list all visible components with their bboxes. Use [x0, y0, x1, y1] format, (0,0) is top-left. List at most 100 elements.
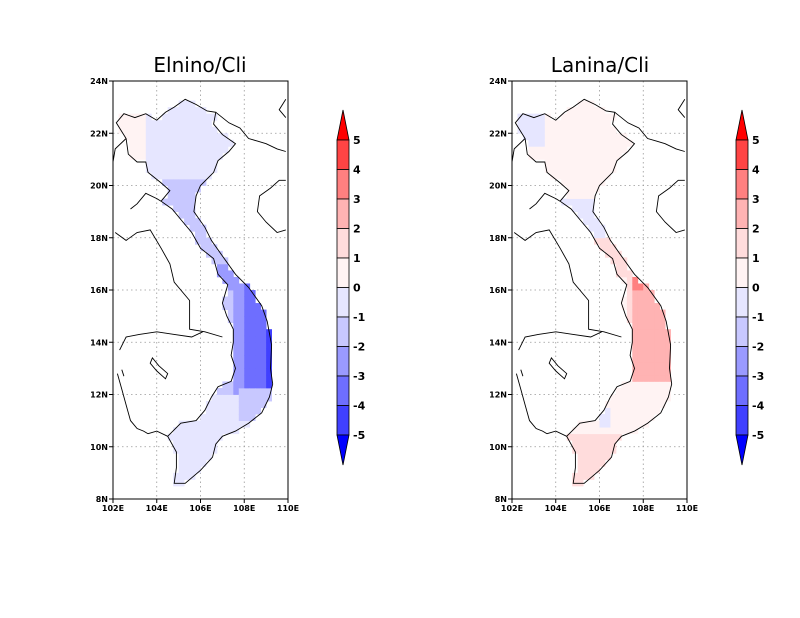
y-tick-label: 24N	[90, 77, 108, 86]
field-cell	[604, 440, 611, 448]
field-cell	[572, 159, 579, 167]
field-cell	[654, 348, 661, 356]
field-cell	[643, 407, 650, 415]
field-cell	[621, 414, 628, 422]
field-cell	[555, 146, 562, 154]
field-cell	[145, 165, 152, 173]
field-cell	[615, 139, 622, 147]
field-cell	[533, 126, 540, 134]
colorbar-label: 2	[752, 223, 760, 236]
field-cell	[260, 335, 267, 343]
map-panel-elnino: Elnino/Cli 102E 104E 106E 108E 110E 24N 22N 20…	[90, 53, 299, 513]
field-cell	[643, 329, 650, 337]
field-cell	[626, 427, 633, 435]
field-cell	[610, 159, 617, 167]
field-cell	[599, 237, 606, 245]
field-cell	[238, 296, 245, 304]
field-cell	[610, 433, 617, 441]
field-cell	[222, 270, 229, 278]
field-cell	[637, 355, 644, 363]
border-line	[278, 99, 287, 118]
field-cell	[211, 244, 218, 252]
field-cell	[205, 453, 212, 461]
field-cell	[632, 322, 639, 330]
field-cell	[195, 453, 201, 461]
field-cell	[249, 348, 256, 356]
colorbar-min-arrow	[735, 434, 749, 466]
field-cell	[189, 185, 196, 193]
field-cell	[233, 394, 240, 402]
field-cell	[244, 348, 251, 356]
field-cell	[238, 414, 245, 422]
field-cell	[145, 152, 152, 160]
field-cell	[637, 348, 644, 356]
field-cell	[260, 401, 267, 408]
field-cell	[643, 355, 650, 363]
field-cell	[555, 165, 562, 173]
field-cell	[572, 198, 579, 206]
field-cell	[550, 146, 557, 154]
field-cell	[643, 381, 650, 389]
coastline-borders	[113, 98, 287, 484]
field-cell	[566, 107, 573, 115]
field-cell	[156, 152, 163, 160]
field-cell	[533, 120, 540, 128]
field-cell	[200, 146, 207, 154]
field-cell	[162, 120, 169, 128]
field-cell	[227, 139, 234, 147]
field-cell	[539, 113, 546, 121]
field-cell	[238, 381, 245, 389]
field-cell	[659, 387, 666, 395]
field-cell	[583, 420, 589, 428]
field-cell	[577, 198, 584, 206]
colorbar-label: -4	[752, 400, 765, 413]
field-cell	[244, 407, 251, 415]
field-cell	[227, 290, 234, 297]
field-cell	[255, 342, 262, 350]
field-cell	[244, 387, 251, 395]
field-cell	[594, 185, 600, 193]
field-cell	[178, 152, 185, 160]
field-cell	[654, 381, 661, 389]
field-cell	[184, 205, 190, 213]
field-cell	[599, 152, 606, 160]
field-cell	[544, 133, 551, 141]
field-cell	[200, 459, 207, 467]
field-cell	[195, 420, 201, 428]
field-cell	[621, 146, 628, 154]
field-cell	[626, 270, 633, 278]
field-cell	[249, 342, 256, 350]
field-cell	[577, 172, 584, 180]
field-cell	[566, 139, 573, 147]
field-cell	[216, 250, 223, 258]
field-cell	[522, 120, 529, 128]
border-line	[114, 229, 223, 338]
field-cell	[588, 146, 595, 154]
field-cell	[205, 126, 212, 134]
field-cell	[637, 316, 644, 324]
field-cell	[572, 126, 579, 134]
field-cell	[266, 387, 272, 395]
field-cell	[233, 368, 240, 376]
field-cell	[632, 414, 639, 422]
field-cell	[178, 146, 185, 154]
field-cell	[249, 394, 256, 402]
field-cell	[260, 329, 267, 337]
field-cell	[189, 198, 196, 206]
field-cell	[643, 368, 650, 376]
field-cell	[544, 165, 551, 173]
field-cell	[233, 420, 240, 428]
field-cell	[577, 433, 584, 441]
field-cell	[637, 368, 644, 376]
vietnam-anomaly-field	[517, 100, 671, 487]
field-cell	[255, 322, 262, 330]
field-cell	[173, 120, 180, 128]
field-cell	[577, 107, 584, 115]
field-cell	[637, 361, 644, 369]
field-cell	[604, 446, 611, 454]
field-cell	[216, 414, 223, 422]
field-cell	[637, 309, 644, 317]
field-cell	[195, 146, 201, 154]
field-cell	[205, 427, 212, 435]
field-cell	[588, 107, 595, 115]
